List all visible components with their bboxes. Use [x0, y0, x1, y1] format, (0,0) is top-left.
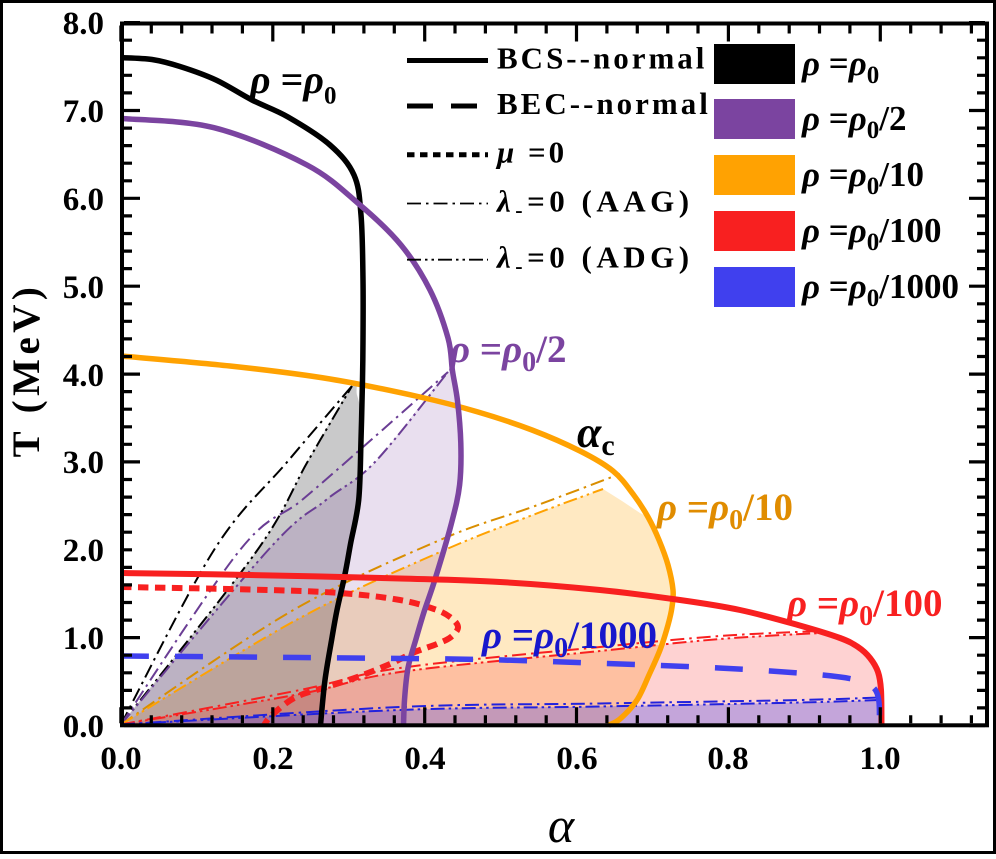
svg-text:ρ =ρ0: ρ =ρ0: [801, 44, 879, 89]
svg-text:ρ =ρ0/10: ρ =ρ0/10: [656, 486, 793, 536]
svg-text:0.4: 0.4: [404, 741, 445, 777]
svg-text:1.0: 1.0: [63, 621, 104, 657]
svg-text:4.0: 4.0: [63, 358, 104, 394]
svg-text:2.0: 2.0: [63, 533, 104, 569]
svg-text:T (MeV): T (MeV): [5, 283, 48, 458]
svg-text:3.0: 3.0: [63, 445, 104, 481]
svg-text:λ-=0 (ADG): λ-=0 (ADG): [495, 240, 694, 279]
svg-text:BEC--normal: BEC--normal: [497, 86, 711, 121]
svg-text:0.2: 0.2: [252, 741, 293, 777]
svg-text:7.0: 7.0: [63, 94, 104, 130]
svg-text:8.0: 8.0: [63, 6, 104, 42]
svg-text:ρ =ρ0/100: ρ =ρ0/100: [786, 582, 943, 632]
svg-text:ρ =ρ0/2: ρ =ρ0/2: [449, 328, 567, 378]
svg-text:6.0: 6.0: [63, 182, 104, 218]
svg-text:0.6: 0.6: [556, 741, 597, 777]
svg-text:0.0: 0.0: [100, 741, 141, 777]
svg-text:ρ =ρ0/1000: ρ =ρ0/1000: [801, 267, 959, 312]
svg-text:ρ =ρ0/1000: ρ =ρ0/1000: [481, 614, 657, 664]
svg-text:λ-=0 (AAG): λ-=0 (AAG): [495, 184, 694, 223]
svg-text:μ =0: μ =0: [495, 135, 567, 170]
svg-text:ρ =ρ0: ρ =ρ0: [249, 57, 337, 110]
svg-text:5.0: 5.0: [63, 270, 104, 306]
svg-text:1.0: 1.0: [859, 741, 900, 777]
svg-text:ρ =ρ0/2: ρ =ρ0/2: [801, 99, 907, 144]
svg-text:BCS--normal: BCS--normal: [497, 41, 707, 76]
svg-text:αc: αc: [577, 408, 615, 462]
svg-text:ρ =ρ0/10: ρ =ρ0/10: [801, 155, 924, 200]
svg-text:0.0: 0.0: [63, 709, 104, 745]
svg-text:α: α: [548, 797, 576, 853]
svg-text:0.8: 0.8: [707, 741, 748, 777]
